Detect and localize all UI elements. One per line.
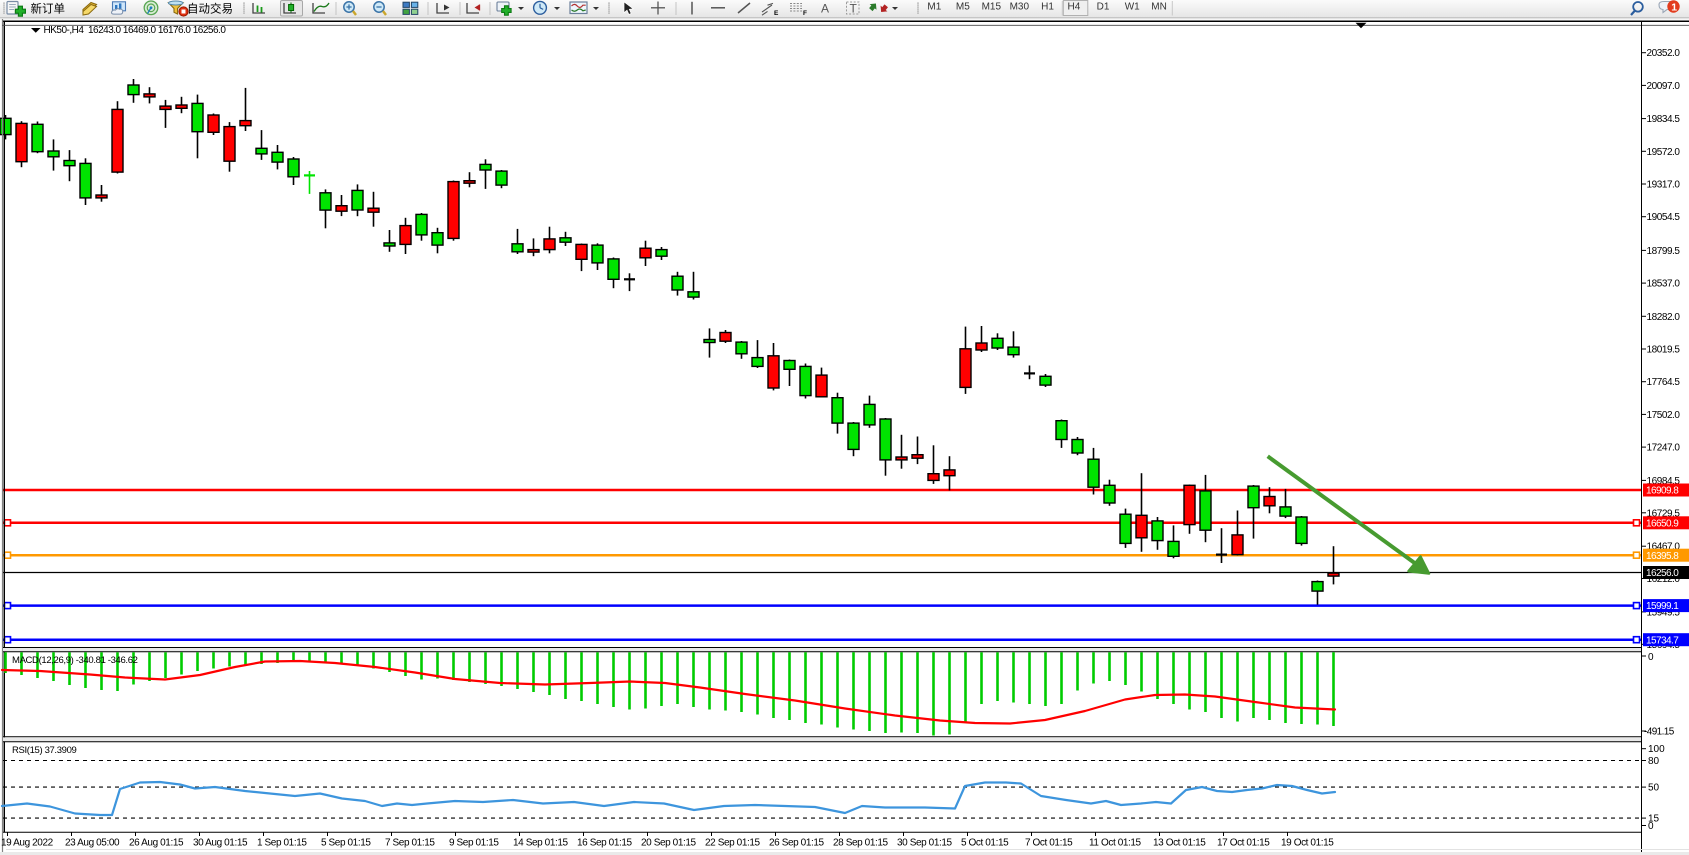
svg-text:16909.8: 16909.8 <box>1646 486 1679 497</box>
svg-text:RSI(15) 37.3909: RSI(15) 37.3909 <box>12 745 77 756</box>
svg-text:11 Oct 01:15: 11 Oct 01:15 <box>1089 838 1142 849</box>
svg-text:A: A <box>821 2 829 16</box>
svg-text:MN: MN <box>1151 2 1167 13</box>
svg-text:13 Oct 01:15: 13 Oct 01:15 <box>1153 838 1206 849</box>
svg-text:28 Sep 01:15: 28 Sep 01:15 <box>833 838 889 849</box>
svg-text:1 Sep 01:15: 1 Sep 01:15 <box>257 838 307 849</box>
svg-text:16467.0: 16467.0 <box>1647 542 1681 553</box>
svg-text:H1: H1 <box>1041 2 1054 13</box>
svg-text:19317.0: 19317.0 <box>1647 180 1681 191</box>
svg-text:16395.8: 16395.8 <box>1646 551 1679 562</box>
svg-text:M5: M5 <box>956 2 970 13</box>
svg-text:5 Oct 01:15: 5 Oct 01:15 <box>961 838 1009 849</box>
svg-text:自动交易: 自动交易 <box>187 2 233 16</box>
svg-text:19834.5: 19834.5 <box>1647 114 1681 125</box>
svg-text:15949.5: 15949.5 <box>1647 607 1681 618</box>
svg-text:1: 1 <box>1671 1 1677 13</box>
svg-text:19054.5: 19054.5 <box>1647 212 1681 223</box>
svg-text:M15: M15 <box>982 2 1002 13</box>
svg-text:20 Sep 01:15: 20 Sep 01:15 <box>641 838 697 849</box>
svg-text:16984.5: 16984.5 <box>1647 476 1681 487</box>
svg-text:20352.0: 20352.0 <box>1647 48 1681 59</box>
svg-text:H4: H4 <box>1068 2 1081 13</box>
svg-text:17502.0: 17502.0 <box>1647 410 1681 421</box>
svg-text:5 Sep 01:15: 5 Sep 01:15 <box>321 838 371 849</box>
svg-text:18799.5: 18799.5 <box>1647 246 1681 257</box>
svg-text:15734.7: 15734.7 <box>1646 635 1679 646</box>
svg-text:14 Sep 01:15: 14 Sep 01:15 <box>513 838 569 849</box>
svg-text:18019.5: 18019.5 <box>1647 345 1681 356</box>
svg-text:17247.0: 17247.0 <box>1647 443 1681 454</box>
svg-text:15: 15 <box>1648 814 1660 825</box>
svg-text:9 Sep 01:15: 9 Sep 01:15 <box>449 838 499 849</box>
svg-text:16256.0: 16256.0 <box>1646 568 1679 579</box>
svg-text:16650.9: 16650.9 <box>1646 518 1679 529</box>
svg-text:M30: M30 <box>1010 2 1030 13</box>
svg-text:30 Sep 01:15: 30 Sep 01:15 <box>897 838 953 849</box>
svg-text:19 Aug 2022: 19 Aug 2022 <box>1 838 54 849</box>
svg-text:23 Aug 05:00: 23 Aug 05:00 <box>65 838 120 849</box>
svg-text:0: 0 <box>1648 821 1654 832</box>
svg-text:30 Aug 01:15: 30 Aug 01:15 <box>193 838 248 849</box>
svg-text:100: 100 <box>1648 744 1665 755</box>
svg-text:22 Sep 01:15: 22 Sep 01:15 <box>705 838 761 849</box>
svg-text:HK50-,H4 16243.0 16469.0 1617: HK50-,H4 16243.0 16469.0 16176.0 16256.0 <box>44 25 227 36</box>
svg-text:7 Sep 01:15: 7 Sep 01:15 <box>385 838 435 849</box>
svg-text:新订单: 新订单 <box>31 2 66 16</box>
svg-text:E: E <box>774 10 779 17</box>
svg-text:26 Aug 01:15: 26 Aug 01:15 <box>129 838 184 849</box>
svg-text:50: 50 <box>1648 783 1660 794</box>
svg-text:18282.0: 18282.0 <box>1647 312 1681 323</box>
svg-text:-491.15: -491.15 <box>1644 727 1675 738</box>
svg-text:19 Oct 01:15: 19 Oct 01:15 <box>1281 838 1334 849</box>
svg-text:80: 80 <box>1648 756 1660 767</box>
svg-text:16212.0: 16212.0 <box>1647 574 1681 585</box>
svg-text:16 Sep 01:15: 16 Sep 01:15 <box>577 838 633 849</box>
svg-text:17 Oct 01:15: 17 Oct 01:15 <box>1217 838 1270 849</box>
svg-text:T: T <box>850 2 858 16</box>
svg-text:17764.5: 17764.5 <box>1647 377 1681 388</box>
svg-text:F: F <box>803 10 807 17</box>
svg-text:20097.0: 20097.0 <box>1647 81 1681 92</box>
svg-text:15999.1: 15999.1 <box>1646 601 1679 612</box>
svg-text:0: 0 <box>1648 652 1654 663</box>
svg-text:18537.0: 18537.0 <box>1647 279 1681 290</box>
svg-text:19572.0: 19572.0 <box>1647 147 1681 158</box>
svg-text:D1: D1 <box>1097 2 1110 13</box>
svg-text:16729.5: 16729.5 <box>1647 508 1681 519</box>
svg-text:W1: W1 <box>1125 2 1140 13</box>
svg-text:26 Sep 01:15: 26 Sep 01:15 <box>769 838 825 849</box>
svg-text:MACD(12,26,9) -340.81 -346.62: MACD(12,26,9) -340.81 -346.62 <box>12 655 138 666</box>
svg-text:7 Oct 01:15: 7 Oct 01:15 <box>1025 838 1073 849</box>
svg-text:M1: M1 <box>927 2 941 13</box>
